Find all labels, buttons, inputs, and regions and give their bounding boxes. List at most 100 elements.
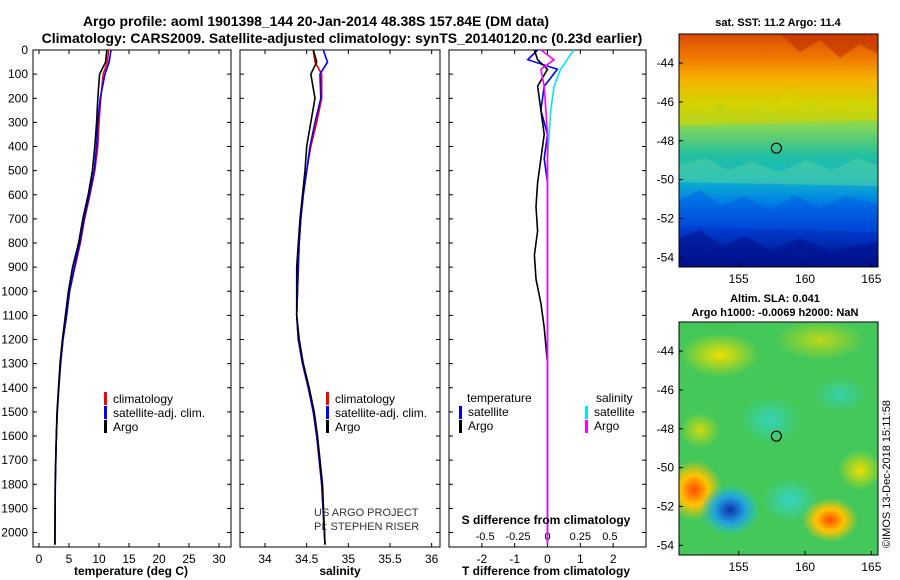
legend-swatch-sal-satellite — [585, 406, 588, 419]
legend-swatch-temp-argo — [459, 420, 462, 433]
x-tick-label: 35 — [342, 552, 356, 566]
x-tick-label: 5 — [66, 552, 73, 566]
figure-subtitle: Climatology: CARS2009. Satellite-adjuste… — [42, 30, 643, 46]
x-tick-label: 15 — [122, 552, 136, 566]
depth-tick-label: 800 — [8, 236, 28, 250]
x-tick-label: -1 — [509, 552, 520, 566]
map-y-tick-label: -52 — [657, 211, 675, 225]
depth-tick-label: 300 — [8, 115, 28, 129]
difference-series — [526, 49, 575, 545]
credit-project: US ARGO PROJECT — [314, 507, 419, 519]
legend-label-sal-argo: Argo — [594, 419, 620, 433]
legend-label-climatology: climatology — [335, 392, 395, 406]
depth-tick-label: 1000 — [1, 284, 28, 298]
depth-tick-label: 700 — [8, 212, 28, 226]
depth-tick-label: 400 — [8, 140, 28, 154]
sla-map-frame — [678, 321, 879, 556]
depth-tick-label: 900 — [8, 260, 28, 274]
x-tick-label: 0 — [544, 552, 551, 566]
depth-tick-label: 1900 — [1, 501, 28, 515]
legend-label-climatology: climatology — [113, 392, 173, 406]
sla-map-title: Altim. SLA: 0.041 — [730, 293, 820, 305]
salinity-axis-label: salinity — [319, 564, 361, 578]
x-tick-label: 34 — [258, 552, 272, 566]
temperature-panel-frame — [32, 49, 232, 548]
salinity-x-axis: 34 34.5 35 35.5 36 — [258, 50, 439, 566]
legend-swatch-climatology — [104, 392, 107, 405]
x-tick-label: -2 — [476, 552, 487, 566]
figure-title: Argo profile: aoml 1901398_144 20-Jan-20… — [83, 13, 549, 29]
sla-map-subtitle: Argo h1000: -0.0069 h2000: NaN — [692, 307, 859, 319]
salinity-panel-frame — [239, 49, 441, 548]
legend-label-argo: Argo — [335, 420, 361, 434]
series-line-satellite-adj-clim- — [295, 49, 329, 545]
salinity-legend: climatology satellite-adj. clim. Argo — [326, 392, 427, 434]
depth-tick-label: 1500 — [1, 405, 28, 419]
difference-temperature-legend: temperature satellite Argo — [459, 391, 532, 433]
map-y-tick-label: -46 — [657, 383, 675, 397]
s-difference-axis-label: S difference from climatology — [462, 513, 631, 527]
legend-title-temperature: temperature — [467, 391, 532, 405]
legend-label-temp-satellite: satellite — [468, 405, 509, 419]
depth-tick-label: 500 — [8, 164, 28, 178]
map-y-tick-label: -48 — [657, 422, 675, 436]
map-y-tick-label: -44 — [657, 56, 675, 70]
depth-tick-label: 1200 — [1, 333, 28, 347]
difference-salinity-legend: salinity satellite Argo — [585, 391, 635, 433]
legend-swatch-climatology — [326, 392, 329, 405]
depth-tick-label: 200 — [8, 91, 28, 105]
map-x-tick-label: 165 — [861, 560, 881, 574]
legend-swatch-satellite — [326, 406, 329, 419]
legend-swatch-argo — [326, 420, 329, 433]
argo-float-marker — [770, 430, 782, 442]
depth-tick-label: 1100 — [2, 308, 28, 322]
depth-tick-label: 1400 — [1, 381, 28, 395]
map-y-tick-label: -50 — [657, 173, 675, 187]
sla-map-axes: 155 160 165 -44 -46 -48 -50 -52 -54 — [657, 344, 882, 574]
sla-map-image — [679, 322, 878, 555]
map-y-tick-label: -50 — [657, 461, 675, 475]
map-x-tick-label: 160 — [795, 560, 815, 574]
x-tick-label: 34.5 — [295, 552, 319, 566]
legend-label-sal-satellite: satellite — [594, 405, 635, 419]
x-tick-label: 20 — [152, 552, 166, 566]
sst-map-image — [679, 34, 878, 267]
argo-float-marker — [770, 142, 782, 154]
map-x-tick-label: 155 — [729, 272, 749, 286]
series-line-argo — [295, 49, 326, 545]
temperature-series — [54, 49, 112, 545]
series-line-salinity-argo — [540, 49, 556, 545]
legend-label-satellite: satellite-adj. clim. — [113, 406, 205, 420]
sst-map-title: sat. SST: 11.2 Argo: 11.4 — [715, 17, 841, 29]
map-y-tick-label: -48 — [657, 134, 675, 148]
imos-watermark: ©IMOS 13-Dec-2018 15:11:58 — [881, 400, 893, 548]
credit-pi: PI: STEPHEN RISER — [314, 521, 419, 533]
legend-swatch-temp-satellite — [459, 406, 462, 419]
legend-label-argo: Argo — [113, 420, 139, 434]
x-tick-label: 30 — [212, 552, 226, 566]
map-y-tick-label: -52 — [657, 499, 675, 513]
s-diff-tick-label: -0.5 — [476, 531, 495, 543]
depth-tick-label: 600 — [8, 188, 28, 202]
map-y-tick-label: -54 — [657, 538, 675, 552]
map-y-tick-label: -44 — [657, 344, 675, 358]
x-tick-label: 0 — [36, 552, 43, 566]
series-line-argo — [54, 49, 108, 545]
legend-swatch-argo — [104, 420, 107, 433]
x-tick-label: 35.5 — [378, 552, 402, 566]
s-diff-tick-label: 0.5 — [602, 531, 617, 543]
x-tick-label: 1 — [577, 552, 584, 566]
x-tick-label: 2 — [610, 552, 617, 566]
t-difference-axis-label: T difference from climatology — [462, 564, 630, 578]
temperature-legend: climatology satellite-adj. clim. Argo — [104, 392, 205, 434]
legend-swatch-sal-argo — [585, 420, 588, 433]
x-tick-label: 25 — [182, 552, 196, 566]
legend-title-salinity: salinity — [596, 391, 633, 405]
x-tick-label: 10 — [92, 552, 106, 566]
depth-tick-label: 2000 — [1, 526, 28, 540]
depth-tick-label: 0 — [21, 43, 28, 57]
temperature-axis-label: temperature (deg C) — [74, 564, 188, 578]
salinity-series — [295, 49, 329, 545]
depth-tick-label: 1300 — [1, 357, 28, 371]
